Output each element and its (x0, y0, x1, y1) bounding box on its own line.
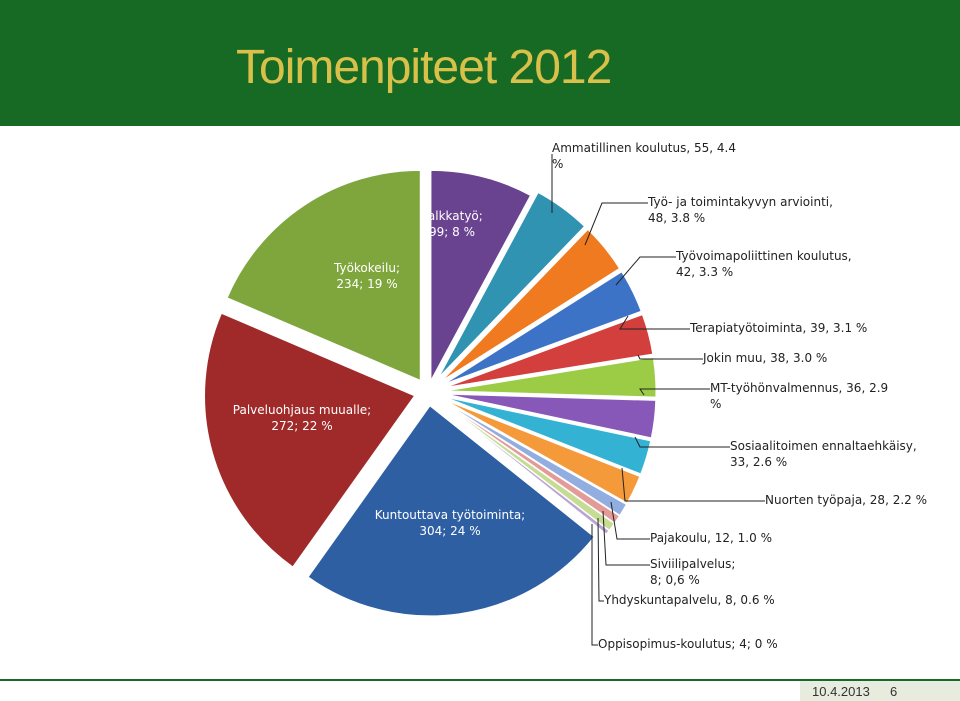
data-label-ammatillinen-koulutus: Ammatillinen koulutus, 55, 4.4% (552, 141, 736, 171)
leader-line-yhdyskuntapalvelu (597, 517, 604, 602)
data-label-palkkatyo: Palkkatyö; 99; 8 % (421, 209, 483, 239)
data-label-oppisopimus-koulutus: Oppisopimus-koulutus; 4; 0 % (598, 637, 778, 651)
pie-slice-jokin-muu (445, 356, 657, 398)
footer-divider (0, 679, 960, 681)
data-label-yhdyskuntapalvelu: Yhdyskuntapalvelu, 8, 0.6 % (604, 593, 775, 607)
pie-slice-oppisopimus-koulutus (441, 402, 610, 535)
pie-slice-palkkatyo (430, 169, 532, 381)
leader-line-pajakoulu (610, 501, 650, 540)
data-label-kuntouttava-tyotoiminta: Kuntouttava työtoiminta; 304; 24 % (374, 508, 526, 538)
title-banner: Toimenpiteet 2012 (0, 0, 960, 126)
leader-line-oppisopimus-koulutus (591, 524, 598, 646)
data-label-pajakoulu: Pajakoulu, 12, 1.0 % (650, 531, 772, 545)
slide-date: 10.4.2013 (812, 684, 870, 699)
data-label-jokin-muu: Jokin muu, 38, 3.0 % (703, 351, 828, 365)
data-label-tyo-ja-toimintakyvyn-arviointi: Työ- ja toimintakyvyn arviointi, 48, 3.8 … (648, 195, 833, 225)
footer-bar (800, 681, 960, 701)
leader-line-tyo-ja-toimintakyvyn-arviointi (584, 202, 648, 246)
data-label-palveluohjaus-muualle: Palveluohjaus muualle; 272; 22 % (232, 403, 372, 433)
pie-slice-tyovoimapoliittinen-koulutus (443, 271, 642, 385)
leader-line-terapiatyotoiminta (619, 315, 690, 330)
pie-slice-tyo-ja-toimintakyvyn-arviointi (441, 228, 621, 382)
leader-line-tyovoimapoliittinen-koulutus (615, 256, 676, 286)
slide-page-number: 6 (890, 684, 898, 699)
pie-slice-nuorten-tyopaja (444, 399, 641, 504)
data-label-siviilipalvelus: Siviilipalvelus; 8; 0,6 % (650, 557, 736, 587)
leader-line-siviilipalvelus (602, 510, 650, 566)
data-label-nuorten-tyopaja: Nuorten työpaja, 28, 2.2 % (765, 493, 927, 507)
data-label-tyokokeilu: Työkokeilu; 234; 19 % (334, 261, 400, 291)
pie-slice-sosiaalitoimen-ennaltaehkaisy (445, 396, 652, 475)
pie-slice-ammatillinen-koulutus (438, 191, 586, 378)
pie-slice-terapiatyotoiminta (445, 313, 654, 388)
data-label-tyovoimapoliittinen-koulutus: Työvoimapoliittinen koulutus, 42, 3.3 % (676, 249, 852, 279)
leader-line-jokin-muu (637, 354, 703, 360)
leader-line-mt-tyohonvalmennus (639, 388, 710, 396)
pie-slice-palveluohjaus-muualle (204, 312, 416, 568)
leader-line-sosiaalitoimen-ennaltaehkaisy (634, 436, 730, 448)
pie-slice-pajakoulu (443, 400, 627, 516)
pie-slice-mt-tyohonvalmennus (445, 393, 657, 439)
data-label-mt-tyohonvalmennus: MT-työhönvalmennus, 36, 2.9% (710, 381, 889, 411)
leader-line-nuorten-tyopaja (621, 467, 765, 502)
pie-slice-kuntouttava-tyotoiminta (307, 405, 595, 617)
pie-slice-tyokokeilu (226, 169, 421, 382)
data-label-terapiatyotoiminta: Terapiatyötoiminta, 39, 3.1 % (690, 321, 868, 335)
data-label-sosiaalitoimen-ennaltaehkaisy: Sosiaalitoimen ennaltaehkäisy, 33, 2.6 % (730, 439, 917, 469)
slide-title: Toimenpiteet 2012 (236, 41, 612, 94)
